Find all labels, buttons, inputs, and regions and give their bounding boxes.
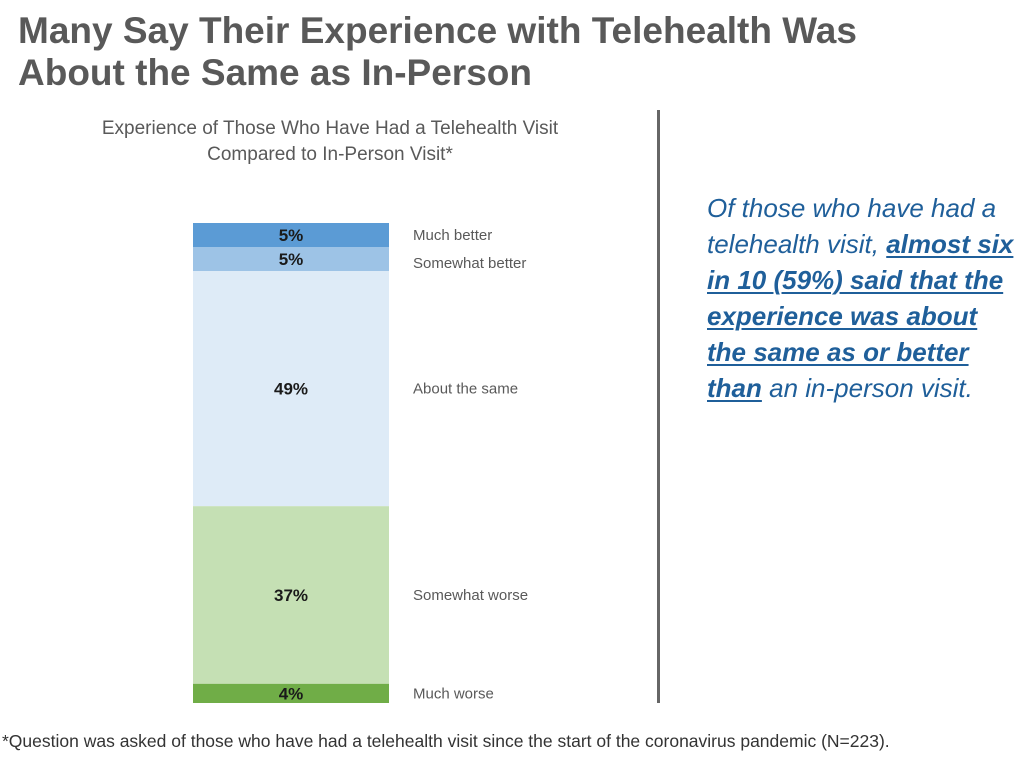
bar-segment-about-the-same [193,271,389,507]
data-label: 4% [279,684,304,703]
footnote: *Question was asked of those who have ha… [2,731,890,751]
data-label: 37% [274,586,308,605]
chart-title-line-1: Experience of Those Who Have Had a Teleh… [101,118,559,139]
bar-segment-somewhat-better [193,247,389,271]
callout-intro: Of those who have had a telehealth visit… [707,193,997,259]
chart-title-line-2: Compared to In-Person Visit* [207,144,453,165]
page-title: Many Say Their Experience with Telehealt… [18,10,1018,94]
legend-label: Somewhat worse [413,587,528,604]
callout-emphasis: almost six in 10 (59%) said that the exp… [707,229,1014,403]
chart-title: Experience of Those Who Have Had a Teleh… [20,116,640,168]
stacked-bar-chart: 5% Much better 5% Somewhat better 49% About t… [193,223,528,703]
data-label: 5% [279,250,304,269]
vertical-divider [657,110,660,703]
data-label: 49% [274,380,308,399]
callout-text: Of those who have had a telehealth visit… [707,190,1022,406]
bar-segment-much-better [193,223,389,247]
title-line-2: About the Same as In-Person [18,52,532,93]
legend-label: Somewhat better [413,255,526,272]
legend-label: Much worse [413,685,494,702]
legend-label: About the same [413,381,518,398]
bar-segment-somewhat-worse [193,506,389,684]
bar-segment-much-worse [193,683,389,703]
title-line-1: Many Say Their Experience with Telehealt… [18,10,857,51]
legend-label: Much better [413,227,492,244]
callout-outro: an in-person visit. [761,373,973,403]
data-label: 5% [279,226,304,245]
